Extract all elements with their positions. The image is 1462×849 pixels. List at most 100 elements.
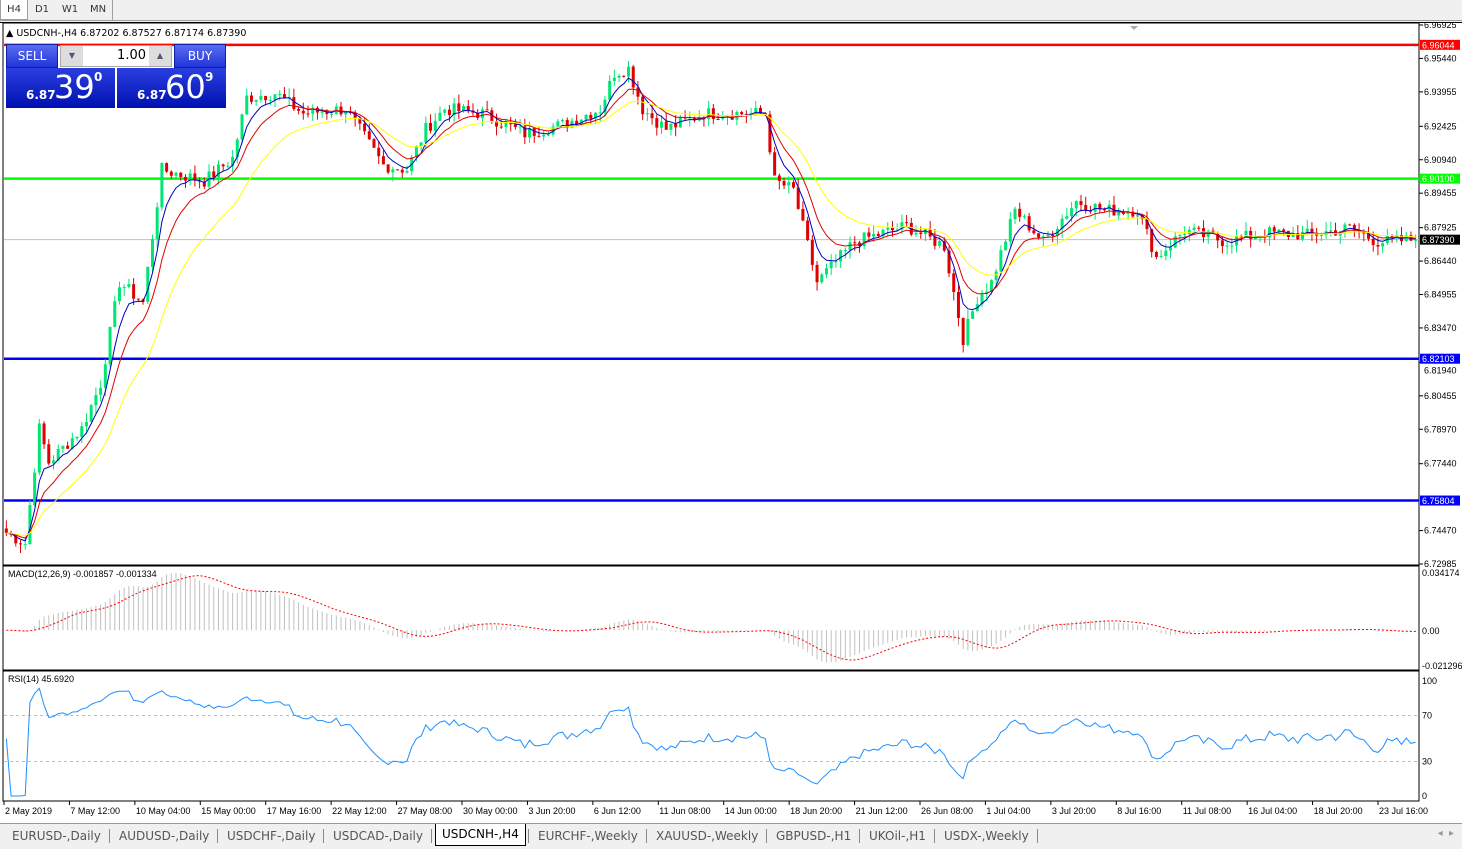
- candle-body: [419, 142, 423, 147]
- chart-tab[interactable]: USDCAD-,Daily: [333, 829, 423, 843]
- candle-body: [721, 117, 725, 120]
- chart-tab[interactable]: USDCHF-,Daily: [227, 829, 316, 843]
- chart-tab[interactable]: USDCNH-,H4: [435, 824, 526, 846]
- increase-lot-button[interactable]: ▲: [149, 46, 171, 66]
- candle-body: [862, 232, 866, 247]
- chart-canvas[interactable]: 6.96925 6.95440 6.93955 6.92425 6.90940 6.894…: [0, 23, 1462, 824]
- time-tick-label: 3 Jun 20:00: [528, 806, 575, 816]
- chart-tab[interactable]: EURCHF-,Weekly: [538, 829, 638, 843]
- lot-size-stepper[interactable]: ▼ 1.00 ▲: [60, 45, 172, 67]
- candle-body: [56, 448, 60, 461]
- candle-body: [245, 95, 249, 115]
- chart-window[interactable]: 6.96925 6.95440 6.93955 6.92425 6.90940 6.894…: [0, 22, 1462, 823]
- candle-body: [768, 114, 772, 153]
- timeframe-mn[interactable]: MN: [89, 4, 107, 15]
- candle-body: [782, 180, 786, 186]
- candle-body: [1018, 208, 1022, 217]
- timeframe-w1[interactable]: W1: [61, 4, 79, 15]
- chart-tab[interactable]: AUDUSD-,Daily: [119, 829, 210, 843]
- candle-body: [881, 229, 885, 237]
- candle-body: [716, 119, 720, 121]
- sell-price-prefix: 6.87: [26, 88, 56, 102]
- rsi-tick-label: 30: [1422, 757, 1432, 767]
- candle-body: [532, 128, 536, 136]
- buy-button[interactable]: BUY: [174, 44, 226, 68]
- decrease-lot-button[interactable]: ▼: [61, 46, 83, 66]
- time-tick-label: 6 Jun 12:00: [594, 806, 641, 816]
- candle-body: [834, 261, 838, 263]
- lot-size-input[interactable]: 1.00: [117, 48, 146, 63]
- candle-body: [1239, 236, 1243, 238]
- candle-body: [876, 233, 880, 237]
- candle-body: [886, 227, 890, 230]
- candle-body: [1352, 224, 1356, 231]
- candle-body: [603, 99, 607, 113]
- candle-body: [226, 165, 230, 167]
- candle-body: [136, 298, 140, 300]
- candle-body: [122, 287, 126, 289]
- candle-body: [254, 99, 258, 102]
- candle-body: [598, 112, 602, 114]
- chart-tab[interactable]: USDX-,Weekly: [944, 829, 1029, 843]
- candle-body: [693, 117, 697, 121]
- chart-tab[interactable]: GBPUSD-,H1: [776, 829, 852, 843]
- candle-body: [1117, 211, 1121, 216]
- candle-body: [1051, 234, 1055, 236]
- candle-body: [1136, 215, 1140, 217]
- candle-body: [509, 121, 513, 125]
- chart-tab[interactable]: XAUUSD-,Weekly: [656, 829, 759, 843]
- timeframe-d1[interactable]: D1: [34, 4, 50, 15]
- price-tick-label: 6.80455: [1424, 391, 1457, 401]
- candle-body: [1296, 233, 1300, 240]
- time-tick-label: 2 May 2019: [5, 806, 52, 816]
- time-tick-label: 11 Jun 08:00: [659, 806, 710, 816]
- candle-body: [1348, 224, 1352, 226]
- one-click-trading-panel: SELL ▼ 1.00 ▲ BUY 6.87 39 0 6.87 60 9: [6, 44, 226, 110]
- candle-body: [650, 113, 654, 119]
- candle-body: [1319, 234, 1323, 236]
- chart-tab[interactable]: UKOil-,H1: [869, 829, 926, 843]
- buy-price[interactable]: 6.87 60 9: [117, 68, 226, 108]
- candle-body: [1126, 211, 1130, 214]
- timeframe-h4[interactable]: H4: [0, 0, 28, 20]
- candle-body: [1098, 203, 1102, 210]
- candle-body: [495, 121, 499, 127]
- candle-body: [999, 250, 1003, 272]
- ma-slow-line: [6, 100, 1416, 537]
- candle-body: [791, 182, 795, 188]
- candle-body: [1282, 229, 1286, 231]
- candle-body: [51, 460, 55, 464]
- candle-body: [202, 181, 206, 187]
- price-tick-label: 6.95440: [1424, 53, 1457, 63]
- level-price-label: 6.96044: [1422, 40, 1455, 50]
- candle-body: [249, 95, 253, 102]
- candle-body: [1070, 208, 1074, 217]
- time-tick-label: 17 May 16:00: [267, 806, 322, 816]
- candle-body: [678, 117, 682, 128]
- candle-body: [1032, 230, 1036, 234]
- candle-body: [961, 317, 965, 345]
- candle-body: [952, 273, 956, 292]
- candle-body: [231, 157, 235, 166]
- sell-button[interactable]: SELL: [6, 44, 58, 68]
- level-price-badge: [1420, 39, 1460, 50]
- tab-separator: [646, 829, 647, 843]
- candle-body: [801, 208, 805, 221]
- sell-price-pips: 39: [54, 68, 95, 106]
- candle-body: [476, 112, 480, 118]
- level-price-badge: [1420, 495, 1460, 506]
- tab-separator: [1037, 829, 1038, 843]
- tab-scroll-arrows[interactable]: ◂ ▸: [1437, 828, 1454, 839]
- time-tick-label: 7 May 12:00: [70, 806, 120, 816]
- candle-body: [42, 423, 46, 445]
- sell-price[interactable]: 6.87 39 0: [6, 68, 115, 108]
- candle-body: [405, 171, 409, 173]
- price-tick-label: 6.92425: [1424, 121, 1457, 131]
- candle-body: [28, 505, 32, 545]
- candle-body: [1037, 233, 1041, 238]
- chart-tab[interactable]: EURUSD-,Daily: [12, 829, 101, 843]
- candle-body: [641, 96, 645, 115]
- candle-body: [1084, 204, 1088, 211]
- candle-body: [575, 120, 579, 125]
- candle-body: [117, 287, 121, 302]
